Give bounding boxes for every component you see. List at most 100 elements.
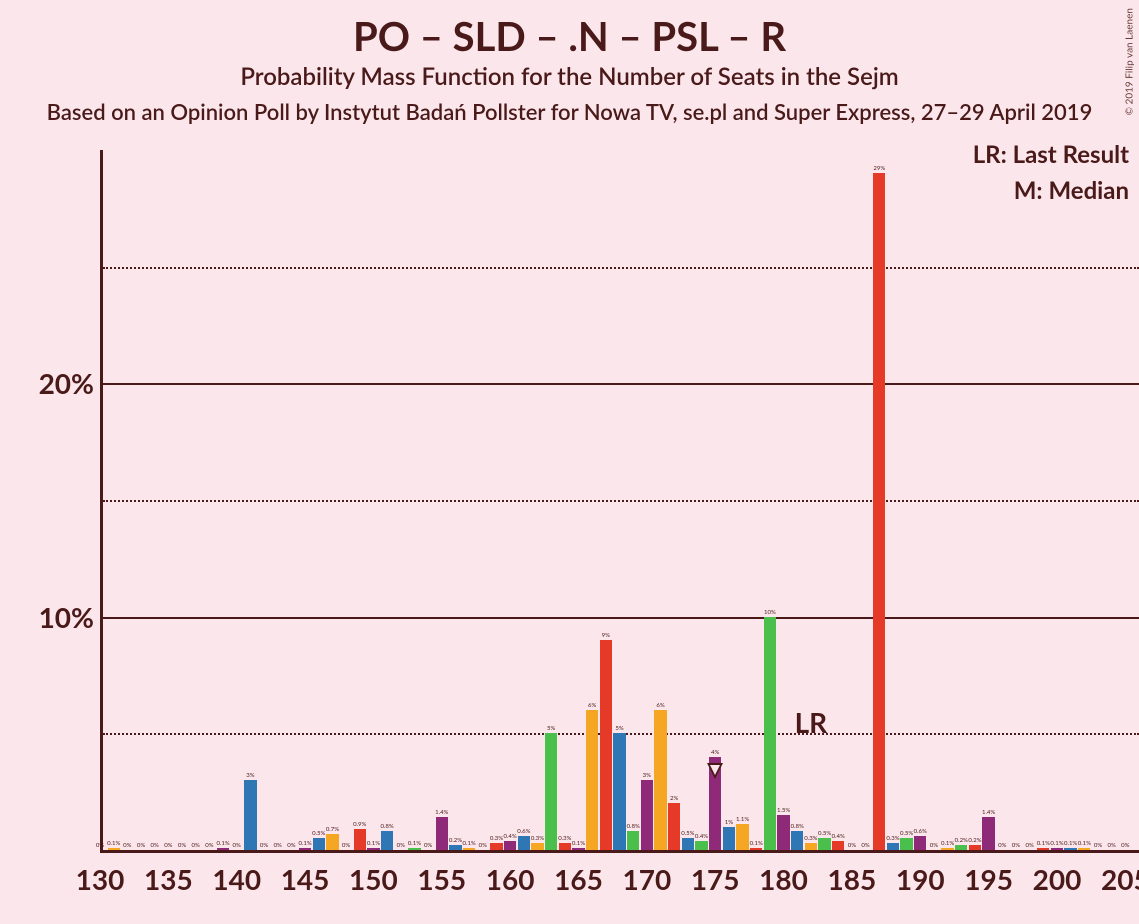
bar-value-label: 1.4% (435, 809, 448, 816)
bar-value-label: 10% (764, 609, 776, 616)
chart-source: Based on an Opinion Poll by Instytut Bad… (0, 98, 1139, 125)
y-tick-label: 10% (39, 600, 94, 634)
bar-value-label: 0% (233, 842, 241, 849)
x-tick-label: 185 (828, 862, 877, 896)
bar-value-label: 0% (164, 842, 172, 849)
bar (832, 841, 844, 850)
bar-value-label: 0% (274, 842, 282, 849)
bar-value-label: 0.1% (1050, 840, 1063, 847)
gridline (103, 383, 1139, 385)
bar-value-label: 0% (861, 842, 869, 849)
bar-value-label: 0.8% (380, 823, 393, 830)
bar (367, 848, 379, 850)
bar-value-label: 6% (656, 702, 664, 709)
bar-value-label: 0.4% (832, 833, 845, 840)
bar (818, 838, 830, 850)
bar-value-label: 0.1% (750, 840, 763, 847)
bar-value-label: 0.5% (900, 830, 913, 837)
bar-value-label: 0% (1025, 842, 1033, 849)
bar (381, 831, 393, 850)
bar-value-label: 0% (998, 842, 1006, 849)
bar (436, 817, 448, 850)
gridline (103, 617, 1139, 619)
bar (777, 815, 789, 850)
x-tick-label: 205 (1101, 862, 1139, 896)
x-tick-label: 160 (486, 862, 535, 896)
bar (572, 848, 584, 850)
x-tick-label: 195 (964, 862, 1013, 896)
bar (244, 780, 256, 850)
bar-value-label: 0% (178, 842, 186, 849)
bar-value-label: 0.1% (463, 840, 476, 847)
bar-value-label: 1.1% (736, 816, 749, 823)
bar-value-label: 0.1% (216, 840, 229, 847)
bar-value-label: 4% (711, 749, 719, 756)
bar-value-label: 0.6% (517, 828, 530, 835)
bar-value-label: 29% (873, 165, 885, 172)
bar-value-label: 0% (1012, 842, 1020, 849)
bar (354, 829, 366, 850)
bar-value-label: 0.3% (886, 835, 899, 842)
bar-value-label: 1.4% (982, 809, 995, 816)
x-tick-label: 165 (554, 862, 603, 896)
bar-value-label: 0.5% (681, 830, 694, 837)
bar (1078, 848, 1090, 850)
bar-value-label: 2% (670, 795, 678, 802)
x-tick-label: 180 (759, 862, 808, 896)
bar-value-label: 0% (848, 842, 856, 849)
bar-value-label: 0.1% (107, 840, 120, 847)
bar-value-label: 0.3% (804, 835, 817, 842)
bar-value-label: 0.4% (695, 833, 708, 840)
bar (873, 173, 885, 850)
bar-value-label: 0.8% (627, 823, 640, 830)
bar-value-label: 0.8% (791, 823, 804, 830)
x-tick-label: 130 (76, 862, 125, 896)
bar-value-label: 5% (615, 725, 623, 732)
bar-value-label: 0% (1121, 842, 1129, 849)
x-tick-label: 200 (1033, 862, 1082, 896)
bar-value-label: 0% (397, 842, 405, 849)
bar-value-label: 0% (424, 842, 432, 849)
bar (559, 843, 571, 850)
bar-value-label: 0.3% (490, 835, 503, 842)
bar-value-label: 0.5% (818, 830, 831, 837)
bar (108, 848, 120, 850)
bar-value-label: 0.4% (504, 833, 517, 840)
bar-value-label: 0.6% (914, 828, 927, 835)
bar (613, 733, 625, 850)
bar (969, 845, 981, 850)
bar (695, 841, 707, 850)
bar-value-label: 0% (151, 842, 159, 849)
bar (1051, 848, 1063, 850)
bar (764, 617, 776, 850)
bar-value-label: 0.3% (531, 835, 544, 842)
x-tick-label: 140 (212, 862, 261, 896)
x-tick-label: 150 (349, 862, 398, 896)
bar (1064, 848, 1076, 850)
bar-value-label: 0% (287, 842, 295, 849)
bar (627, 831, 639, 850)
bar (682, 838, 694, 850)
bar-value-label: 0.1% (1078, 840, 1091, 847)
bar (654, 710, 666, 850)
bar-value-label: 0.1% (298, 840, 311, 847)
bar-value-label: 0% (479, 842, 487, 849)
chart-subtitle: Probability Mass Function for the Number… (0, 62, 1139, 91)
bar (1037, 848, 1049, 850)
lr-marker-icon (707, 763, 723, 779)
x-tick-label: 135 (144, 862, 193, 896)
bar (723, 827, 735, 850)
bar (736, 824, 748, 850)
bar-value-label: 9% (602, 632, 610, 639)
bar-value-label: 0.2% (955, 837, 968, 844)
bar-value-label: 1% (725, 819, 733, 826)
bar-value-label: 0% (1094, 842, 1102, 849)
bar-value-label: 0% (1108, 842, 1116, 849)
bar-value-label: 0.9% (353, 821, 366, 828)
bar (900, 838, 912, 850)
bar-value-label: 0% (205, 842, 213, 849)
bar (941, 848, 953, 850)
x-tick-label: 175 (691, 862, 740, 896)
bar-value-label: 0.1% (572, 840, 585, 847)
bar-value-label: 6% (588, 702, 596, 709)
